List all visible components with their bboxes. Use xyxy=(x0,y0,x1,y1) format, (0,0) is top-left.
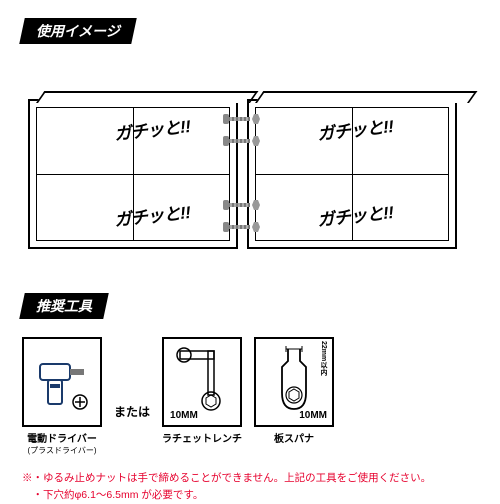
note-line-1: ※・ゆるみ止めナットは手で締めることができません。上記の工具をご使用ください。 xyxy=(22,470,478,487)
tool-ratchet-caption: ラチェットレンチ xyxy=(162,430,242,445)
tool-drill-caption: 電動ドライバー (プラスドライバー) xyxy=(22,430,102,456)
tool-spanner-box: 22mm以内 10MM xyxy=(254,337,334,427)
usage-diagram: ガチッと!!ガチッと!!ガチッと!!ガチッと!! xyxy=(22,54,462,279)
spanner-width: 22mm以内 xyxy=(318,341,328,375)
ratchet-size: 10MM xyxy=(170,410,198,421)
spanner-size: 10MM xyxy=(299,410,327,421)
bolt xyxy=(228,116,258,122)
bolt xyxy=(228,202,258,208)
tool-drill-box xyxy=(22,337,102,427)
tools-row: 電動ドライバー (プラスドライバー) または 10MM ラチェットレンチ xyxy=(22,337,478,456)
tool-ratchet-wrap: 10MM ラチェットレンチ xyxy=(162,337,242,445)
tool-ratchet-box: 10MM xyxy=(162,337,242,427)
usage-section-label-text: 使用イメージ xyxy=(36,21,120,41)
bolt xyxy=(228,224,258,230)
tool-drill-wrap: 電動ドライバー (プラスドライバー) xyxy=(22,337,102,456)
drill-sub-text: (プラスドライバー) xyxy=(22,445,102,456)
tools-section-label: 推奨工具 xyxy=(19,293,109,319)
tool-spanner-caption: 板スパナ xyxy=(254,430,334,445)
bolt xyxy=(228,138,258,144)
footnotes: ※・ゆるみ止めナットは手で締めることができません。上記の工具をご使用ください。 … xyxy=(22,470,478,504)
drill-caption-text: 電動ドライバー xyxy=(27,434,97,445)
note-line-2: ・下穴約φ6.1～6.5mm が必要です。 xyxy=(22,487,478,504)
or-text: または xyxy=(114,373,150,420)
usage-section-label: 使用イメージ xyxy=(19,18,136,44)
drill-icon xyxy=(30,350,94,414)
tools-section-label-text: 推奨工具 xyxy=(36,296,92,316)
tool-spanner-wrap: 22mm以内 10MM 板スパナ xyxy=(254,337,334,445)
